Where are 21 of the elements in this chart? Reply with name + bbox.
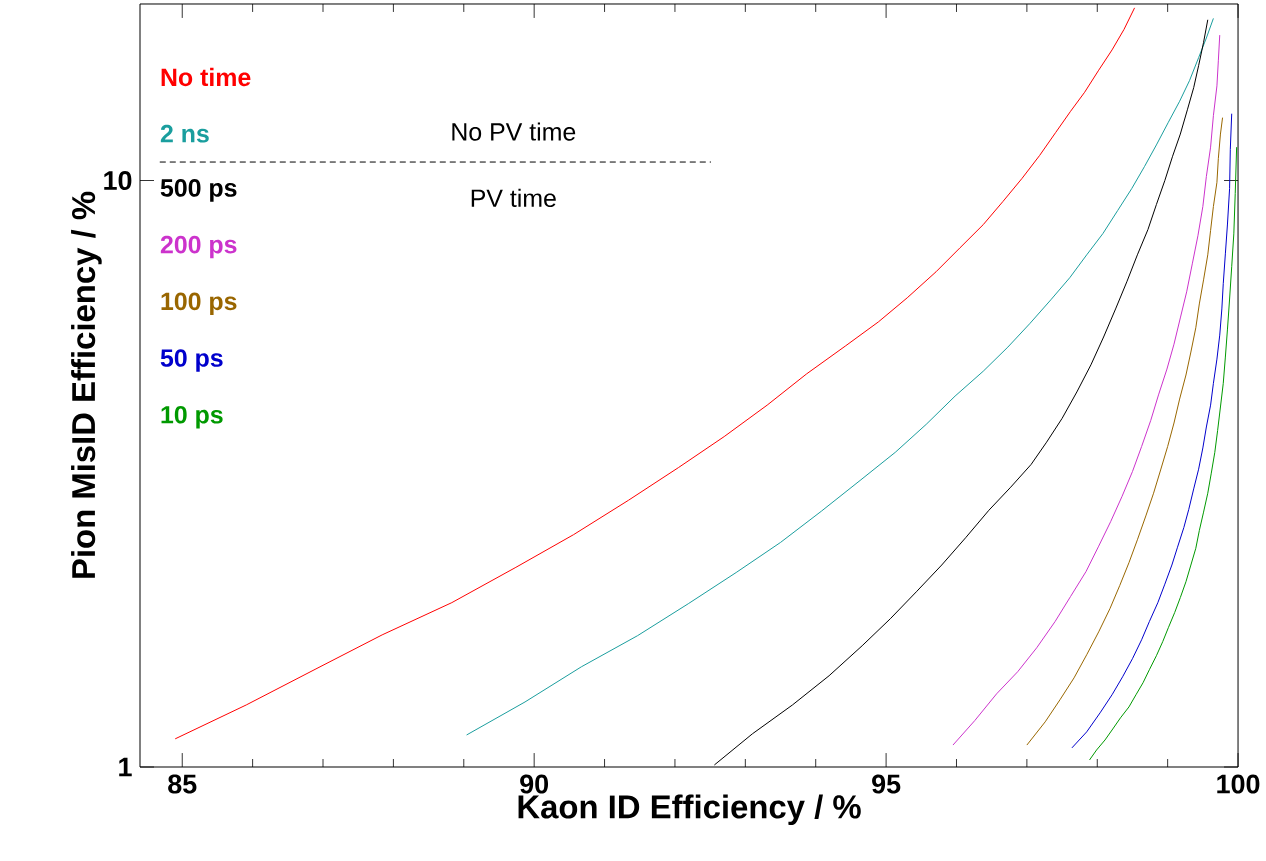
y-tick-label: 1 (119, 757, 132, 777)
text: 100 ps (161, 292, 237, 316)
x-tick-label: 95 (872, 774, 901, 794)
y-axis-title: Pion MisID Efficiency / % (71, 191, 102, 578)
x-axis-title: Kaon ID Efficiency / % (518, 794, 861, 826)
line-series (1071, 113, 1233, 749)
y-tick-label: 10 (104, 170, 132, 191)
x-tick-label: 85 (168, 774, 197, 794)
legend-label: 500 ps (160, 179, 237, 202)
text: 50 ps (160, 349, 223, 372)
text: 200 ps (160, 235, 237, 259)
x-tick-label: 100 (1217, 774, 1260, 794)
line-series (1026, 117, 1224, 746)
x-tick-label: 90 (520, 774, 549, 794)
text: 10 ps (161, 405, 223, 429)
text: No time (161, 67, 251, 87)
line-series (952, 34, 1221, 746)
annotation: PV time (471, 188, 556, 208)
annotation: No PV time (452, 122, 576, 141)
text: 2 ns (160, 124, 209, 143)
line-series (1089, 146, 1238, 761)
